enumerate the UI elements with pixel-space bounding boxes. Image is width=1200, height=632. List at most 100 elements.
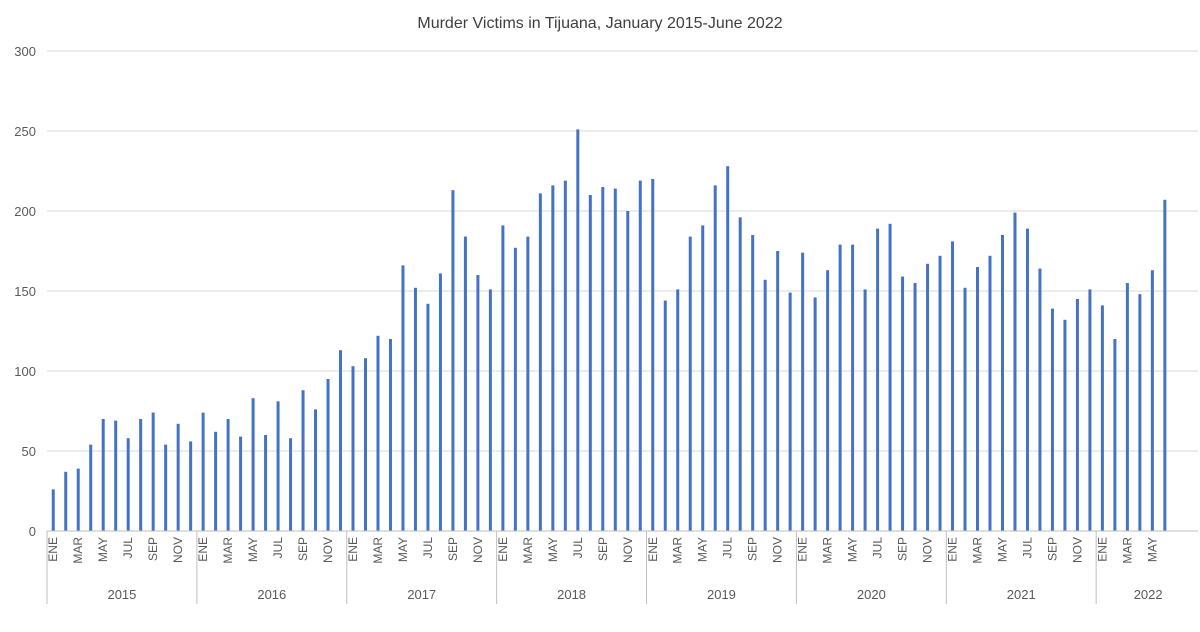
year-label: 2015: [107, 587, 136, 602]
bar-2016-8: [289, 438, 293, 531]
month-tick-label: SEP: [296, 537, 310, 561]
month-tick-label: SEP: [596, 537, 610, 561]
bar-2015-5: [101, 419, 105, 531]
month-tick-label: NOV: [171, 537, 185, 563]
bar-2019-9: [751, 235, 755, 531]
y-tick-label: 250: [14, 124, 36, 139]
bar-2015-9: [151, 412, 155, 531]
bar-2015-2: [64, 471, 68, 531]
bar-2020-1: [801, 252, 805, 531]
bar-2019-2: [663, 300, 667, 531]
bar-2021-9: [1050, 308, 1054, 531]
bar-2016-12: [339, 350, 343, 531]
month-tick-label: NOV: [771, 537, 785, 563]
month-tick-label: NOV: [621, 537, 635, 563]
bar-2019-12: [788, 292, 792, 531]
bar-2016-3: [226, 419, 230, 531]
month-tick-label: MAR: [71, 537, 85, 564]
year-label: 2021: [1007, 587, 1036, 602]
bar-2018-8: [588, 195, 592, 531]
bar-2015-1: [51, 489, 55, 531]
month-tick-label: MAR: [1120, 537, 1134, 564]
bar-2018-12: [638, 180, 642, 531]
bar-2017-10: [463, 236, 467, 531]
bar-2021-8: [1038, 268, 1042, 531]
y-tick-label: 50: [22, 444, 36, 459]
bar-2017-7: [426, 303, 430, 531]
bar-2015-7: [126, 438, 130, 531]
bar-2017-3: [376, 335, 380, 531]
bar-2015-8: [139, 419, 143, 531]
bar-2019-5: [701, 225, 705, 531]
y-tick-label: 0: [29, 524, 36, 539]
month-tick-label: MAR: [671, 537, 685, 564]
bar-2021-4: [988, 255, 992, 532]
bar-2019-10: [763, 279, 767, 531]
month-tick-label: JUL: [571, 537, 585, 559]
bar-2018-7: [576, 129, 580, 531]
bar-2019-11: [776, 251, 780, 531]
month-tick-label: NOV: [921, 537, 935, 563]
x-axis: ENE MAR MAY JUL SEP NOV ENE MAR MAY JUL SEP NOV ENE M…: [46, 530, 1198, 604]
bar-2021-2: [963, 287, 967, 531]
bar-2021-12: [1088, 289, 1092, 531]
chart-title: Murder Victims in Tijuana, January 2015-…: [417, 15, 782, 32]
bar-2020-4: [838, 244, 842, 531]
y-tick-label: 200: [14, 204, 36, 219]
bar-2017-9: [451, 190, 455, 531]
bar-2022-4: [1138, 294, 1142, 531]
month-tick-label: MAY: [96, 537, 110, 562]
bar-2018-6: [563, 180, 567, 531]
month-tick-label: MAY: [696, 537, 710, 562]
month-tick-label: NOV: [471, 537, 485, 563]
bar-2021-7: [1025, 228, 1029, 531]
bar-2021-6: [1013, 212, 1017, 531]
bar-2015-6: [114, 420, 118, 531]
month-tick-label: NOV: [1070, 537, 1084, 563]
y-tick-label: 300: [14, 44, 36, 59]
month-tick-label: MAY: [995, 537, 1009, 562]
month-tick-label: ENE: [346, 537, 360, 562]
bar-2021-1: [951, 241, 955, 531]
bar-2022-6: [1163, 199, 1167, 532]
bar-2019-7: [726, 166, 730, 531]
month-tick-label: ENE: [796, 537, 810, 562]
grid-lines: [47, 50, 1198, 452]
bar-2018-5: [551, 185, 555, 531]
month-tick-label: JUL: [871, 537, 885, 559]
bar-2020-8: [888, 223, 892, 532]
bar-2022-2: [1113, 339, 1117, 531]
bar-2015-11: [176, 423, 180, 531]
year-label: 2018: [557, 587, 586, 602]
bar-2016-2: [214, 431, 218, 531]
bar-2018-10: [613, 188, 617, 531]
bar-2016-10: [314, 409, 318, 531]
bar-2017-1: [351, 366, 355, 531]
bar-2017-2: [363, 358, 367, 531]
month-tick-label: MAR: [971, 537, 985, 564]
month-tick-label: NOV: [321, 537, 335, 563]
month-tick-label: MAR: [371, 537, 385, 564]
y-tick-label: 150: [14, 284, 36, 299]
month-tick-label: ENE: [946, 537, 960, 562]
month-tick-label: SEP: [1045, 537, 1059, 561]
month-tick-label: JUL: [121, 537, 135, 559]
month-tick-label: MAR: [521, 537, 535, 564]
bar-2018-1: [501, 225, 505, 531]
month-tick-label: MAR: [221, 537, 235, 564]
y-axis: 0 50 100 150 200 250 300: [14, 44, 36, 539]
bar-2016-6: [264, 435, 268, 531]
month-tick-label: JUL: [721, 537, 735, 559]
month-tick-label: ENE: [196, 537, 210, 562]
bar-2022-5: [1150, 270, 1154, 531]
bar-2018-4: [538, 193, 542, 531]
bar-2017-4: [388, 339, 392, 531]
bar-2022-1: [1100, 305, 1104, 531]
month-tick-label: MAY: [246, 537, 260, 562]
bar-2015-10: [164, 444, 168, 531]
year-label: 2022: [1134, 587, 1163, 602]
bar-2018-9: [601, 187, 605, 531]
month-tick-label: ENE: [46, 537, 60, 562]
bar-2020-10: [913, 283, 917, 531]
